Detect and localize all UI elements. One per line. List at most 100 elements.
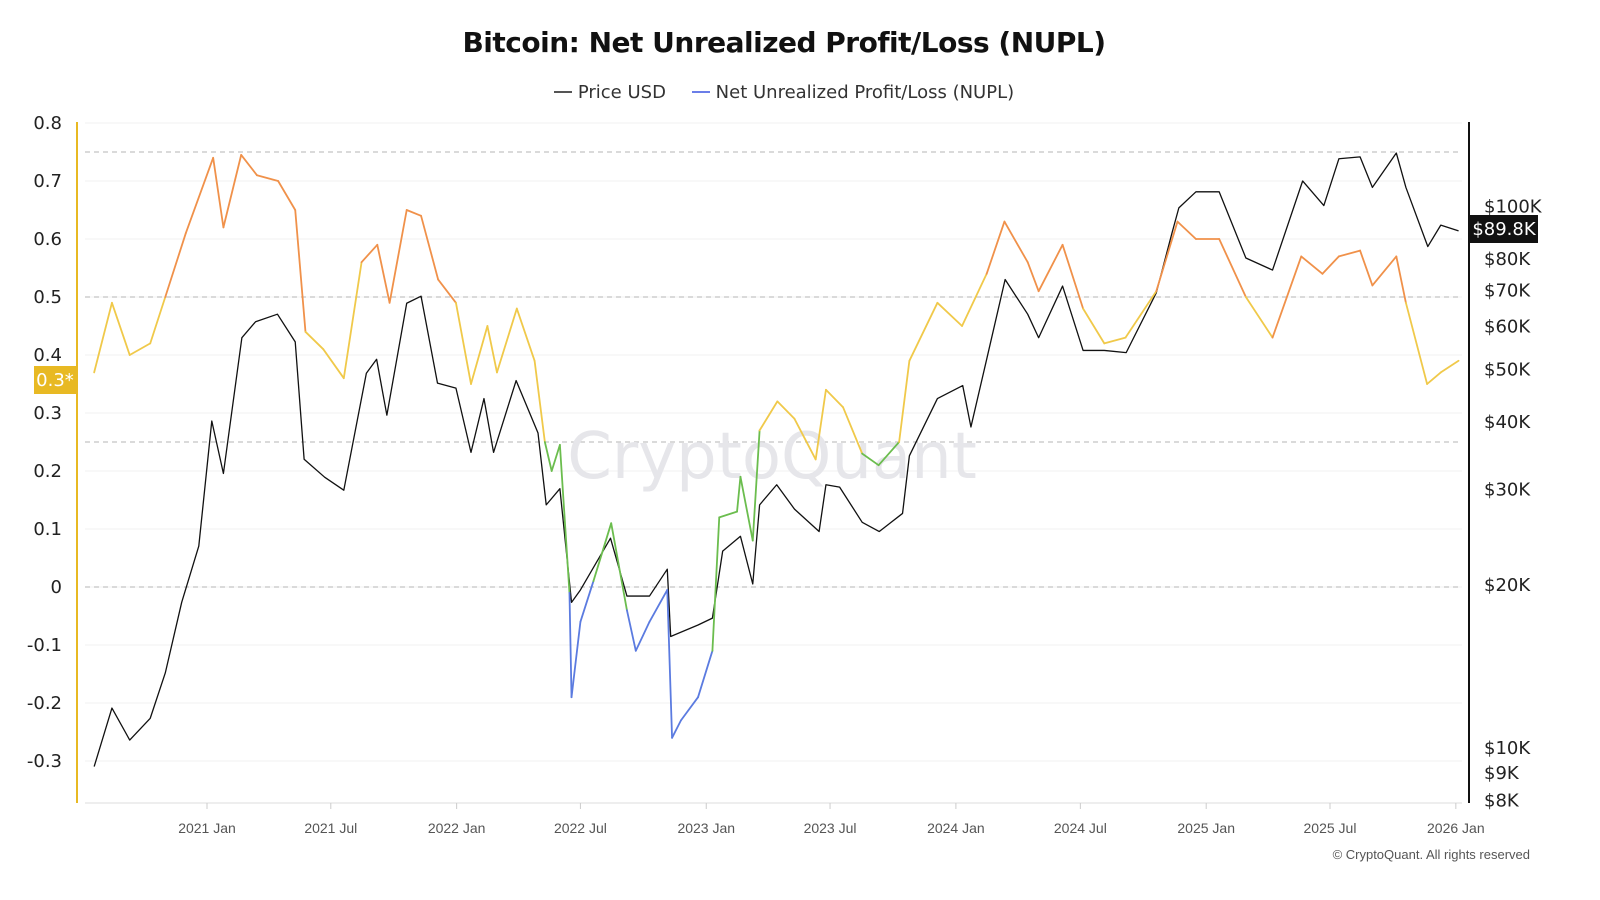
x-tick-label: 2024 Jul	[1054, 820, 1107, 836]
nupl-segment	[610, 522, 628, 612]
nupl-segment	[739, 475, 754, 542]
nupl-segment	[814, 388, 827, 461]
nupl-segment	[842, 406, 864, 455]
legend-label-nupl: Net Unrealized Profit/Loss (NUPL)	[715, 81, 1015, 103]
legend: Price USD Net Unrealized Profit/Loss (NU…	[0, 77, 1568, 103]
left-tick-label: 0.4	[33, 345, 62, 366]
nupl-segment	[420, 214, 440, 281]
nupl-segment	[1003, 220, 1029, 264]
nupl-segment	[1337, 249, 1361, 258]
legend-swatch-nupl	[691, 91, 710, 93]
nupl-segment	[388, 209, 408, 304]
nupl-segment	[437, 278, 457, 304]
nupl-segment	[758, 400, 779, 432]
nupl-segment	[711, 516, 721, 652]
nupl-segment	[961, 272, 988, 327]
nupl-segment	[776, 400, 796, 420]
nupl-segment	[550, 443, 561, 472]
price-line	[93, 152, 1459, 767]
nupl-segment	[736, 475, 742, 513]
left-tick-label: 0.1	[33, 519, 62, 540]
nupl-segment	[1300, 255, 1324, 275]
nupl-segment	[1124, 290, 1158, 339]
nupl-segment	[568, 591, 573, 699]
nupl-segment	[936, 301, 963, 327]
nupl-segment	[1244, 296, 1274, 339]
nupl-segment	[985, 220, 1006, 275]
nupl-segment	[877, 441, 901, 467]
nupl-segment	[376, 243, 391, 304]
nupl-segment	[1082, 307, 1106, 345]
nupl-segment	[93, 301, 113, 374]
left-tick-label: 0.3	[33, 403, 62, 424]
x-tick-label: 2024 Jan	[927, 820, 985, 836]
nupl-segment	[277, 180, 297, 211]
nupl-segment	[149, 296, 167, 345]
left-tick-label: -0.1	[27, 635, 62, 656]
right-tick-label: $9K	[1484, 763, 1520, 784]
nupl-segment	[212, 156, 225, 229]
nupl-segment	[793, 417, 817, 461]
nupl-segment	[559, 443, 571, 594]
x-tick-label: 2023 Jan	[677, 820, 735, 836]
x-tick-label: 2022 Jul	[554, 820, 607, 836]
nupl-segment	[1405, 301, 1429, 385]
nupl-segment	[1155, 220, 1179, 293]
nupl-segment	[470, 325, 489, 385]
nupl-segment	[1026, 261, 1040, 293]
legend-item-nupl[interactable]: Net Unrealized Profit/Loss (NUPL)	[691, 81, 1015, 103]
left-tick-label: 0	[51, 577, 62, 598]
right-tick-label: $100K	[1484, 197, 1543, 218]
nupl-segment	[579, 580, 595, 623]
nupl-segment	[304, 330, 325, 351]
right-tick-label: $8K	[1484, 790, 1520, 811]
nupl-segment	[1271, 255, 1303, 339]
x-tick-label: 2021 Jul	[304, 820, 357, 836]
right-tick-label: $10K	[1484, 738, 1531, 759]
nupl-segment	[861, 452, 880, 467]
nupl-segment	[543, 441, 553, 472]
nupl-segment	[294, 209, 307, 333]
nupl-segment	[1176, 220, 1197, 240]
x-tick-label: 2023 Jul	[804, 820, 857, 836]
left-tick-label: -0.2	[27, 693, 62, 714]
nupl-segment	[1439, 359, 1460, 374]
legend-label-price: Price USD	[577, 81, 666, 103]
x-tick-label: 2022 Jan	[428, 820, 486, 836]
nupl-segment	[1061, 243, 1084, 310]
nupl-segment	[1218, 238, 1247, 298]
nupl-segment	[222, 153, 243, 229]
nupl-segment	[898, 359, 911, 443]
nupl-segment	[908, 301, 939, 362]
nupl-segment	[533, 359, 546, 443]
nupl-segment	[342, 261, 363, 380]
right-tick-label: $30K	[1484, 480, 1531, 501]
left-tick-label: 0.7	[33, 171, 62, 192]
chart-title: Bitcoin: Net Unrealized Profit/Loss (NUP…	[462, 26, 1106, 59]
nupl-segment	[1426, 371, 1442, 385]
nupl-segment	[455, 301, 472, 385]
nupl-segment	[1359, 249, 1374, 287]
nupl-current-value: 0.3*	[36, 370, 74, 391]
legend-item-price[interactable]: Price USD	[553, 81, 666, 103]
price-current-value: $89.8K	[1472, 219, 1537, 240]
left-tick-label: -0.3	[27, 751, 62, 772]
left-tick-label: 0.6	[33, 229, 62, 250]
nupl-segment	[634, 620, 651, 652]
left-tick-label: 0.2	[33, 461, 62, 482]
nupl-segment	[496, 307, 518, 374]
nupl-segment	[184, 156, 215, 235]
x-tick-label: 2026 Jan	[1427, 820, 1485, 836]
nupl-segment	[1037, 243, 1064, 293]
nupl-segment	[751, 429, 761, 542]
right-tick-label: $60K	[1484, 317, 1531, 338]
nupl-segment	[666, 589, 673, 739]
nupl-segment	[1395, 255, 1407, 304]
nupl-segment	[111, 301, 131, 356]
x-tick-label: 2025 Jul	[1304, 820, 1357, 836]
nupl-segment	[240, 153, 258, 177]
nupl-segment	[1371, 255, 1398, 287]
nupl-segment	[697, 649, 714, 699]
